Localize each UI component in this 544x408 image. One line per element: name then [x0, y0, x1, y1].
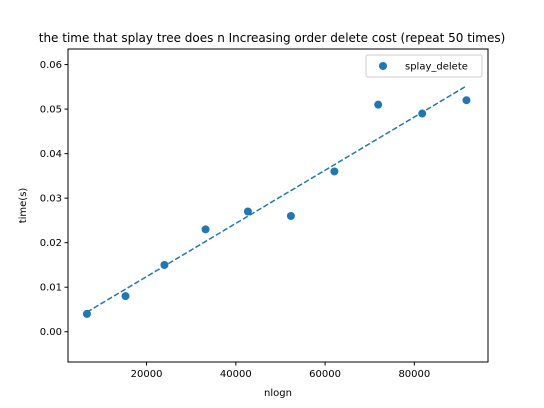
legend-label: splay_delete [405, 62, 468, 73]
x-tick-label: 80000 [398, 369, 430, 380]
y-tick-label: 0.04 [40, 149, 62, 160]
data-point [82, 309, 91, 318]
plot-area-frame [67, 48, 489, 363]
data-point [286, 211, 295, 220]
x-axis-label: nlogn [264, 388, 292, 399]
data-point [330, 167, 339, 176]
legend: splay_delete [365, 54, 483, 78]
x-axis-ticks: 20000 40000 60000 80000 [131, 362, 430, 380]
x-tick-label: 20000 [131, 369, 163, 380]
data-points [82, 96, 471, 318]
y-axis-label: time(s) [18, 188, 29, 224]
legend-frame [365, 54, 483, 78]
x-tick-label: 40000 [220, 369, 252, 380]
legend-marker [379, 62, 387, 70]
data-point [374, 100, 383, 109]
data-point [160, 260, 169, 269]
y-tick-label: 0.01 [40, 283, 62, 294]
data-point [121, 292, 130, 301]
y-tick-label: 0.02 [40, 238, 62, 249]
y-axis-ticks: 0.00 0.01 0.02 0.03 0.04 0.05 0.06 [40, 60, 68, 338]
data-point [201, 225, 210, 234]
data-point [418, 109, 427, 118]
chart-title: the time that splay tree does n Increasi… [39, 31, 506, 45]
y-tick-label: 0.06 [40, 60, 62, 71]
x-tick-label: 60000 [309, 369, 341, 380]
y-tick-label: 0.03 [40, 194, 62, 205]
y-tick-label: 0.05 [40, 105, 62, 116]
data-point [243, 207, 252, 216]
data-point [462, 96, 471, 105]
fit-line [86, 85, 467, 313]
y-tick-label: 0.00 [40, 327, 62, 338]
fit-line-layer [86, 85, 467, 313]
